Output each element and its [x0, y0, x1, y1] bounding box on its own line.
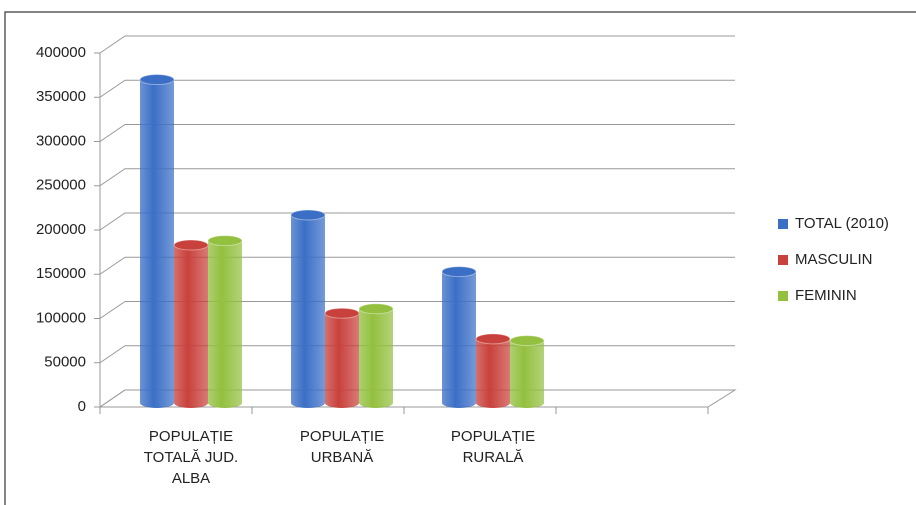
legend-swatch — [778, 219, 788, 229]
cylinder-body — [359, 308, 393, 408]
cylinder-top — [173, 239, 209, 251]
cylinder-body — [174, 245, 208, 408]
y-tick-label: 50000 — [44, 354, 86, 371]
y-tick-label: 0 — [78, 398, 86, 415]
bar — [173, 239, 209, 408]
grid-line — [99, 212, 735, 231]
bar — [509, 335, 545, 408]
legend-label: MASCULIN — [795, 251, 873, 268]
cylinder-top — [290, 209, 326, 221]
grid-line — [99, 168, 735, 187]
bar — [207, 235, 243, 408]
y-tick-label: 250000 — [36, 177, 86, 194]
bar — [475, 333, 511, 408]
cylinder-top — [509, 335, 545, 347]
y-tick-label: 350000 — [36, 88, 86, 105]
bar — [324, 307, 360, 408]
cylinder-body — [442, 271, 476, 408]
cylinder-top — [324, 307, 360, 319]
cylinder-body — [208, 240, 242, 408]
grid-line — [99, 301, 735, 319]
bar — [441, 266, 477, 408]
x-tick-label: POPULAȚIE RURALĂ — [450, 428, 536, 466]
bar — [358, 303, 394, 408]
grid-line — [99, 35, 735, 54]
y-tick-label: 400000 — [36, 44, 86, 61]
cylinder-top — [441, 266, 477, 278]
y-tick-label: 150000 — [36, 265, 86, 282]
cylinder-top — [207, 235, 243, 247]
legend-swatch — [778, 255, 788, 265]
cylinder-top — [139, 74, 175, 86]
cylinder-body — [510, 340, 544, 408]
cylinder-body — [291, 214, 325, 408]
grid-line — [99, 79, 735, 98]
cylinder-top — [475, 333, 511, 345]
x-tick-label: POPULAȚIE TOTALĂ JUD. ALBA — [143, 428, 239, 487]
cylinder-body — [140, 79, 174, 409]
cylinder-top — [358, 303, 394, 315]
legend-label: FEMININ — [795, 287, 857, 304]
bar — [290, 209, 326, 408]
cylinder-body — [476, 338, 510, 408]
y-tick-label: 300000 — [36, 132, 86, 149]
grid-line — [99, 124, 735, 142]
cylinder-body — [325, 313, 359, 408]
y-tick-label: 100000 — [36, 309, 86, 326]
grid-line — [99, 256, 735, 275]
legend-label: TOTAL (2010) — [795, 215, 889, 232]
x-tick-label: POPULAȚIE URBANĂ — [299, 428, 385, 466]
frame — [4, 11, 916, 505]
y-tick-label: 200000 — [36, 221, 86, 238]
legend-swatch — [778, 291, 788, 301]
bar — [139, 74, 175, 409]
